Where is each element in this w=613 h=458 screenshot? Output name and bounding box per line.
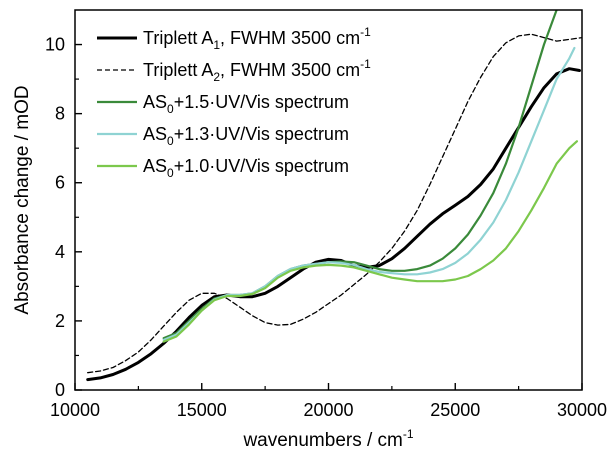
y-tick-label: 4 <box>55 242 65 262</box>
x-tick-label: 25000 <box>430 400 480 420</box>
x-tick-label: 10000 <box>50 400 100 420</box>
plot-lines <box>86 10 582 382</box>
x-tick-label: 20000 <box>303 400 353 420</box>
x-tick-label: 15000 <box>177 400 227 420</box>
legend-label-1: Triplett A1, FWHM 3500 cm-1 <box>143 25 371 52</box>
legend-label-2: Triplett A2, FWHM 3500 cm-1 <box>143 57 371 84</box>
legend-label-5: AS0+1.0·UV/Vis spectrum <box>143 156 349 180</box>
y-tick-label: 10 <box>45 35 65 55</box>
y-tick-label: 8 <box>55 104 65 124</box>
y-axis-title: Absorbance change / mOD <box>12 85 33 314</box>
legend-label-3: AS0+1.5·UV/Vis spectrum <box>143 92 349 116</box>
series-line-5 <box>162 140 579 343</box>
x-axis-title: wavenumbers / cm-1 <box>242 427 413 451</box>
y-tick-label: 6 <box>55 173 65 193</box>
x-axis-title-text: wavenumbers / cm <box>242 430 402 451</box>
legend-label-4: AS0+1.3·UV/Vis spectrum <box>143 124 349 148</box>
series-line-1 <box>86 67 581 382</box>
legend: Triplett A1, FWHM 3500 cm-1 Triplett A2, … <box>97 25 371 180</box>
series-line-2 <box>87 33 582 374</box>
y-tick-label: 0 <box>55 380 65 400</box>
axis-ticks <box>74 43 583 391</box>
tick-labels: 10000 15000 20000 25000 30000 0 2 4 6 8 10 <box>45 35 607 420</box>
x-tick-label: 30000 <box>557 400 607 420</box>
x-axis-title-sup: -1 <box>403 427 414 441</box>
y-tick-label: 2 <box>55 311 65 331</box>
